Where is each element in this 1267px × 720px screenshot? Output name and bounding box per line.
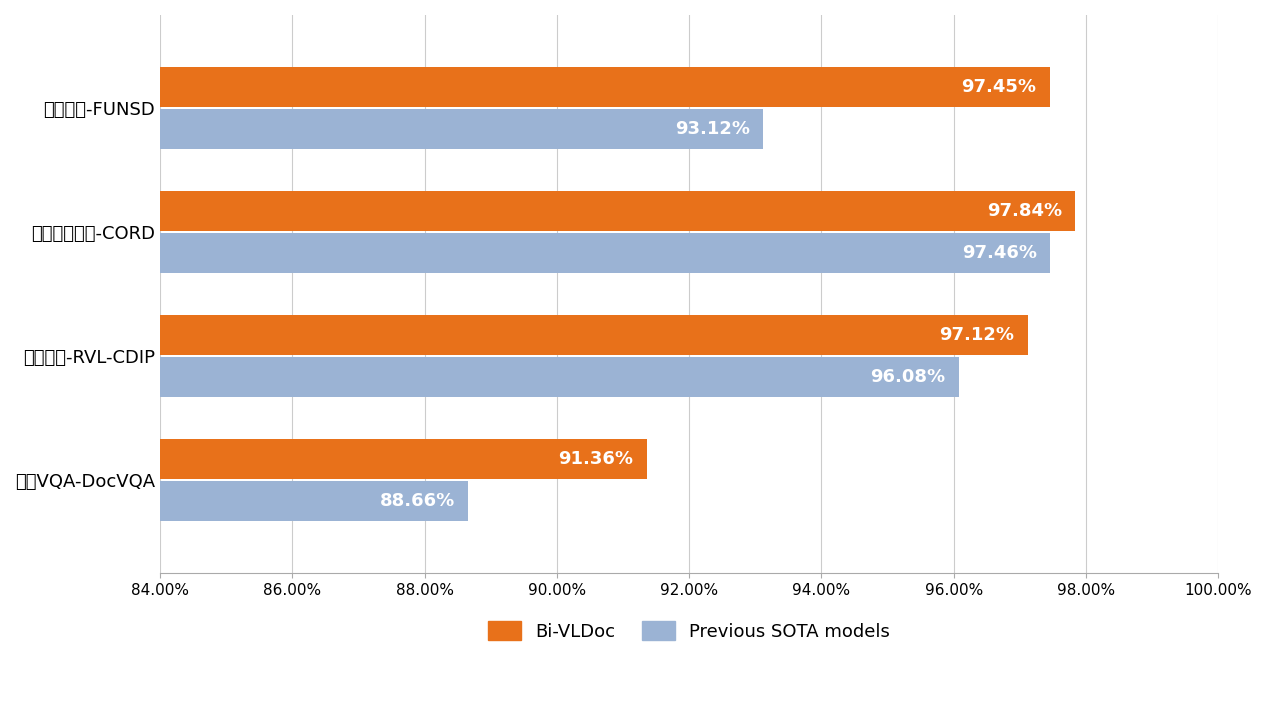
Bar (160, 315, 1028, 355)
Bar (160, 439, 646, 479)
Bar (160, 67, 1049, 107)
Bar (160, 482, 469, 521)
Text: 97.46%: 97.46% (962, 244, 1036, 262)
Text: 97.84%: 97.84% (987, 202, 1062, 220)
Text: 91.36%: 91.36% (559, 450, 634, 468)
Bar (160, 233, 1050, 273)
Text: 97.45%: 97.45% (962, 78, 1036, 96)
Text: 93.12%: 93.12% (675, 120, 750, 138)
Text: 97.12%: 97.12% (940, 326, 1015, 344)
Legend: Bi-VLDoc, Previous SOTA models: Bi-VLDoc, Previous SOTA models (481, 614, 897, 648)
Bar (160, 192, 1076, 231)
Bar (160, 109, 763, 149)
Bar (160, 357, 959, 397)
Text: 96.08%: 96.08% (870, 368, 945, 386)
Text: 88.66%: 88.66% (380, 492, 455, 510)
